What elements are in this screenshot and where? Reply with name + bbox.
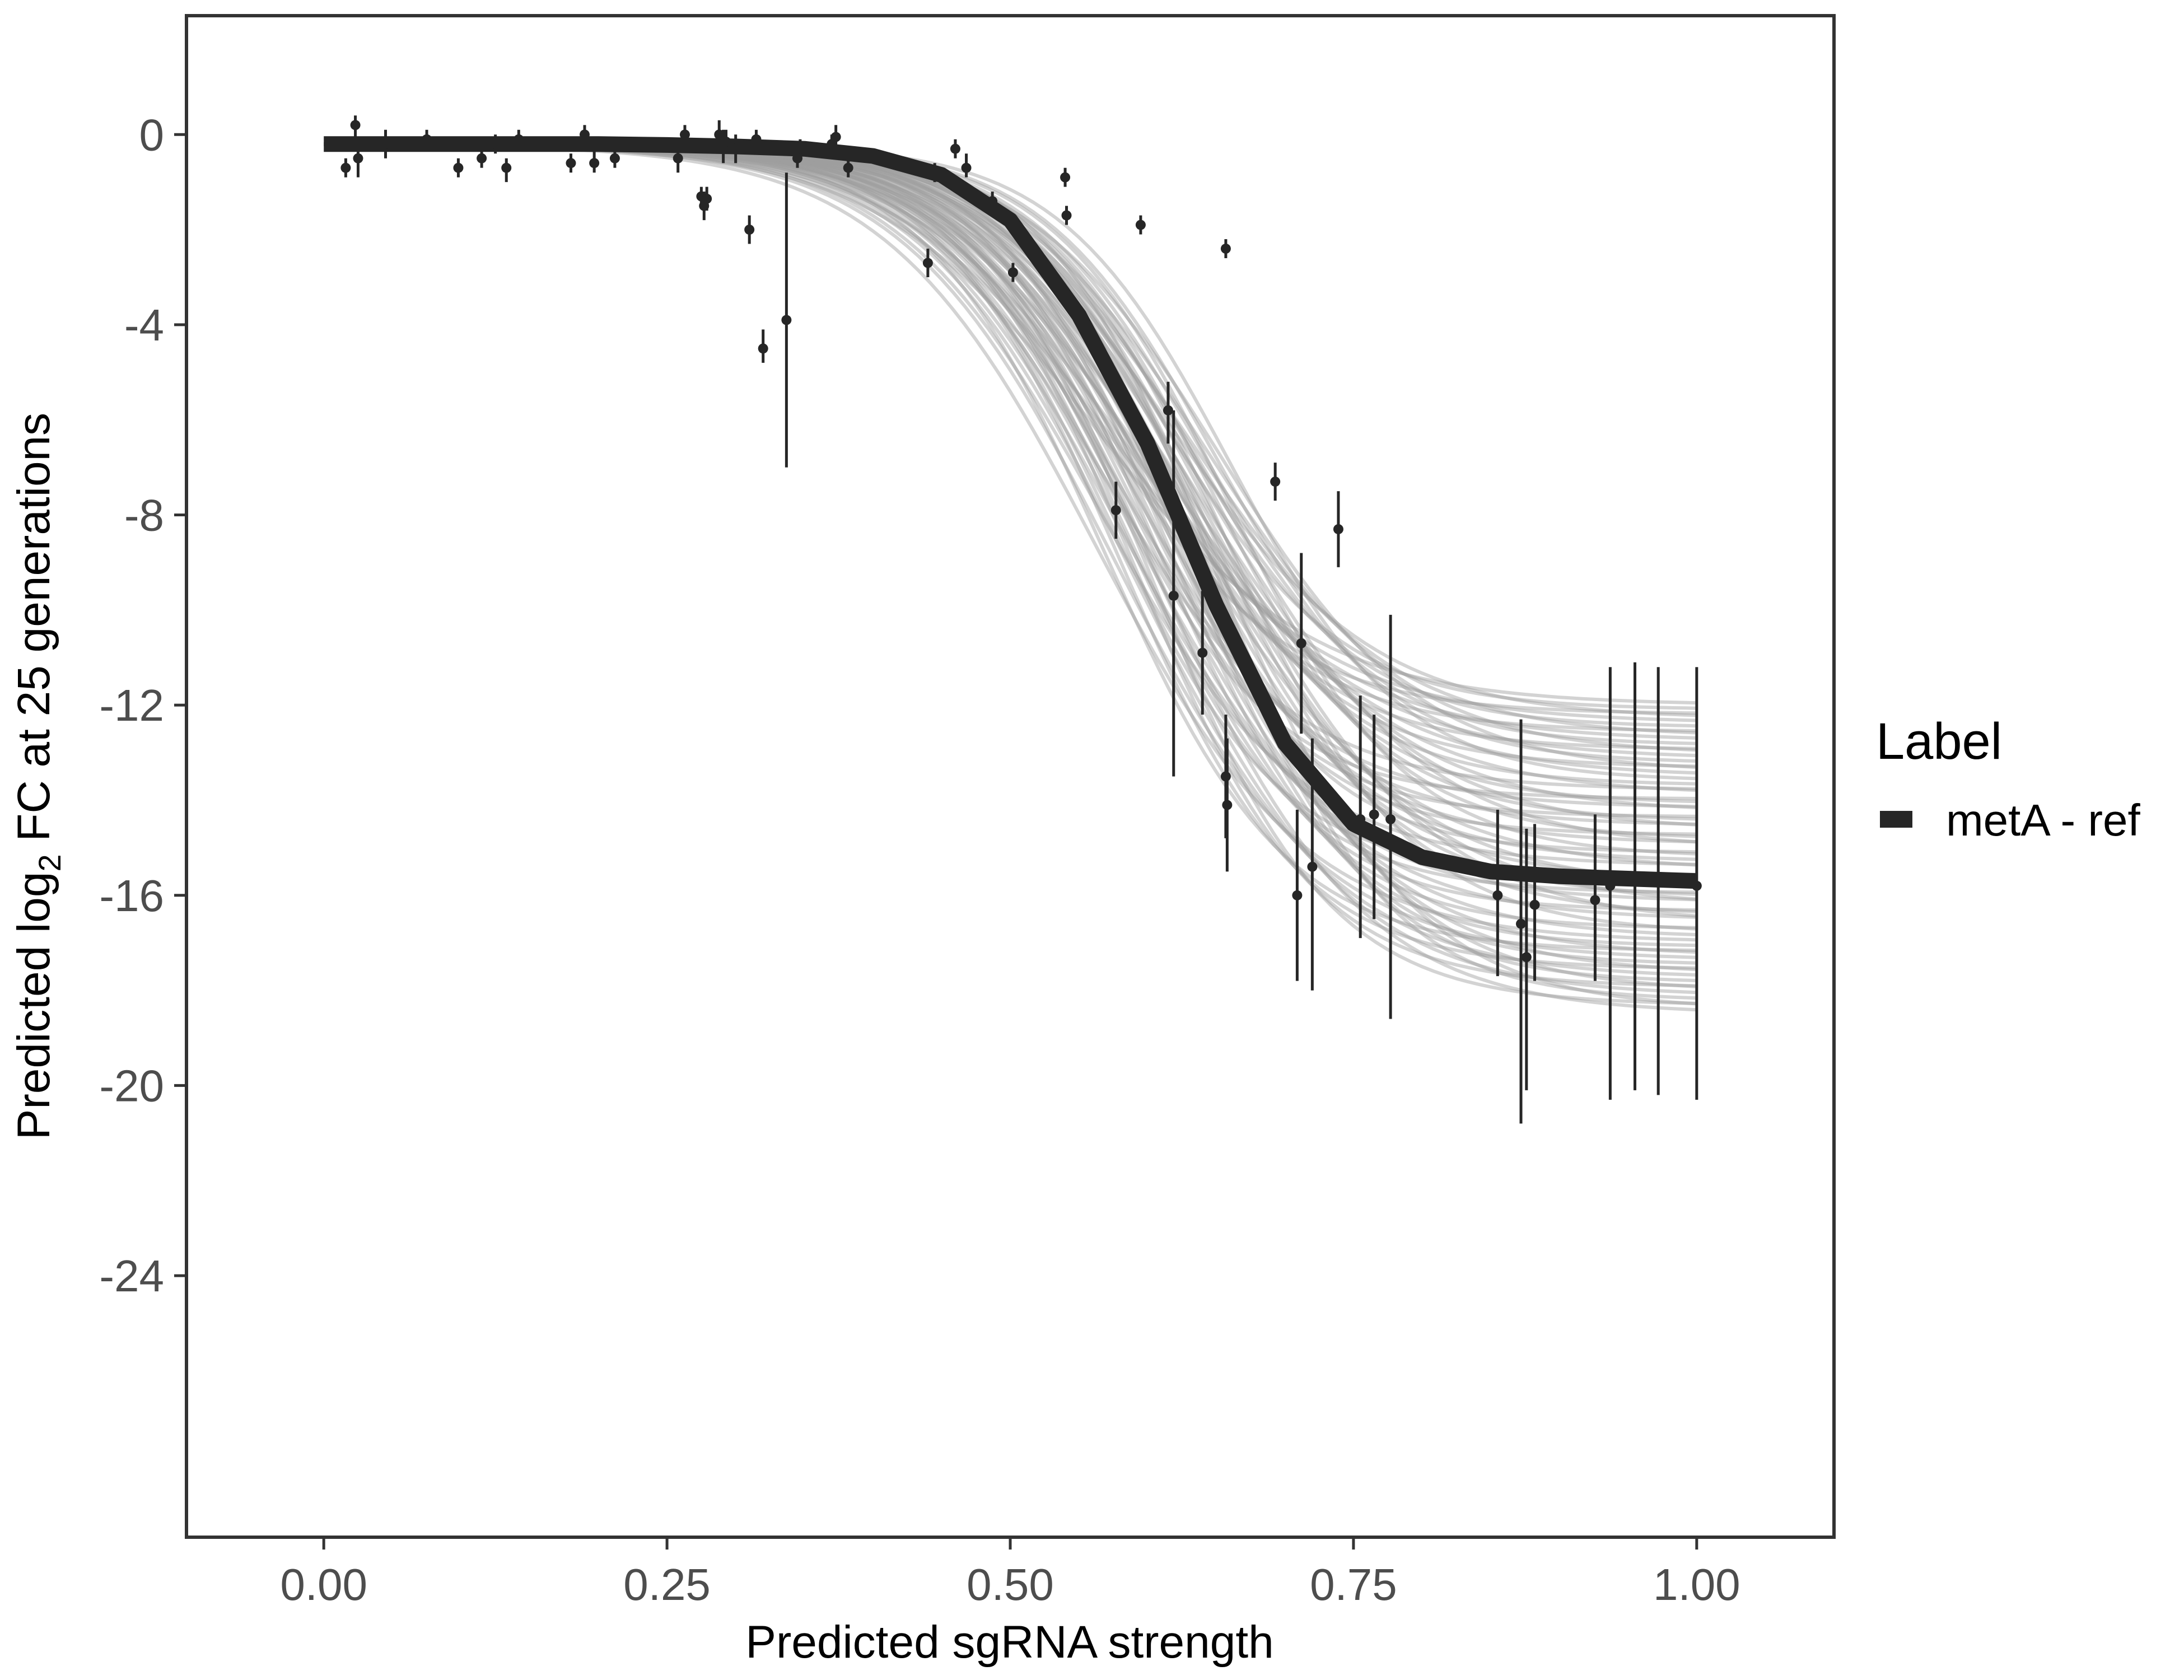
data-point <box>1061 210 1072 221</box>
y-tick-label: -8 <box>124 491 164 540</box>
legend-label-meta-ref: metA - ref <box>1946 795 2141 845</box>
data-point <box>1492 890 1503 900</box>
y-tick-label: -16 <box>99 871 164 921</box>
data-point <box>1630 871 1640 881</box>
data-point <box>961 162 972 173</box>
data-point <box>1060 172 1071 183</box>
fit-line-meta-ref <box>324 136 1697 889</box>
x-tick-label: 0.25 <box>623 1560 711 1609</box>
data-point <box>950 143 960 154</box>
data-point <box>795 143 805 154</box>
data-point <box>1296 638 1306 648</box>
data-point <box>1691 880 1702 891</box>
data-point <box>781 315 792 325</box>
data-point <box>501 162 512 173</box>
data-point <box>1007 267 1018 278</box>
data-point <box>930 167 940 178</box>
data-point <box>1220 244 1231 254</box>
data-point <box>721 137 731 147</box>
x-tick-label: 0.50 <box>967 1560 1054 1609</box>
data-point <box>1110 505 1121 516</box>
data-point <box>579 129 590 140</box>
data-point <box>453 162 464 173</box>
data-point <box>830 132 841 142</box>
data-point <box>1516 918 1527 929</box>
data-point <box>1333 524 1343 534</box>
data-point <box>1385 814 1396 824</box>
data-point <box>1135 220 1146 230</box>
data-point <box>1369 809 1379 820</box>
data-point <box>353 153 363 164</box>
data-point <box>1163 405 1173 416</box>
x-axis: 0.00 0.25 0.50 0.75 1.00 <box>280 1537 1740 1609</box>
data-point <box>380 139 391 150</box>
data-point <box>1197 647 1208 658</box>
y-axis-title-prefix: Predicted log <box>8 872 59 1140</box>
y-tick-label: -20 <box>99 1061 164 1110</box>
data-point <box>679 129 690 140</box>
x-tick-label: 0.00 <box>280 1560 367 1609</box>
data-point <box>1222 800 1233 810</box>
data-point <box>987 196 998 207</box>
data-point <box>744 225 755 235</box>
y-axis-title-suffix: FC at 25 generations <box>8 413 59 855</box>
data-point <box>1605 880 1616 891</box>
data-point <box>609 153 620 164</box>
data-point <box>673 153 683 164</box>
legend-key-meta-ref <box>1880 811 1912 828</box>
y-axis-title: Predicted log2 FC at 25 generations <box>8 413 67 1140</box>
data-point <box>477 153 487 164</box>
data-point <box>922 258 933 268</box>
data-point <box>1355 814 1366 824</box>
data-point <box>1529 899 1540 910</box>
legend-title: Label <box>1876 713 2002 770</box>
data-point <box>589 158 600 169</box>
data-point <box>566 158 576 169</box>
data-point <box>751 134 762 144</box>
x-axis-title: Predicted sgRNA strength <box>745 1617 1273 1668</box>
y-axis-title-subscript: 2 <box>32 854 67 871</box>
y-tick-label: 0 <box>139 110 165 160</box>
y-tick-label: -24 <box>99 1251 164 1301</box>
data-point <box>514 134 524 144</box>
data-point <box>490 139 501 150</box>
data-point <box>1292 890 1303 900</box>
data-point <box>1168 590 1179 601</box>
data-point <box>758 343 768 354</box>
data-point <box>422 134 432 144</box>
y-tick-label: -4 <box>124 300 164 350</box>
data-point <box>714 129 725 140</box>
data-point <box>843 162 853 173</box>
data-point <box>1521 952 1532 963</box>
data-point <box>350 120 361 130</box>
y-tick-label: -12 <box>99 680 164 730</box>
x-tick-label: 1.00 <box>1653 1560 1740 1609</box>
data-point <box>1307 861 1318 872</box>
y-axis: 0 -4 -8 -12 -16 -20 -24 <box>99 110 186 1301</box>
data-points <box>340 115 1702 1124</box>
data-point <box>702 193 712 204</box>
data-point <box>1653 876 1664 886</box>
fit-layer <box>324 136 1697 889</box>
data-point <box>1590 895 1600 906</box>
data-point <box>730 143 741 154</box>
data-point <box>1270 477 1281 487</box>
legend: Label metA - ref <box>1876 713 2141 845</box>
data-point <box>340 162 351 173</box>
x-tick-label: 0.75 <box>1310 1560 1397 1609</box>
